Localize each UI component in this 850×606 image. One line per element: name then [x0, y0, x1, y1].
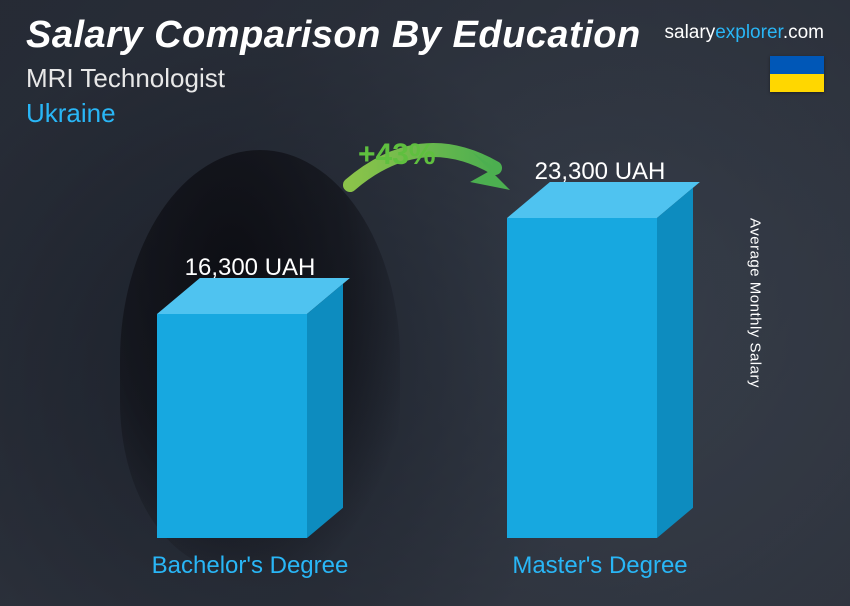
percentage-increase-badge: +43%	[358, 138, 436, 172]
bar-side-face	[657, 188, 693, 538]
brand-prefix: salary	[665, 22, 716, 43]
job-title: MRI Technologist	[26, 63, 824, 94]
chart-area: +43% 16,300 UAH Bachelor's Degree 23,300…	[0, 140, 850, 580]
bar-masters: 23,300 UAH Master's Degree	[500, 158, 700, 580]
country-name: Ukraine	[26, 98, 824, 129]
brand-logo: salaryexplorer.com	[665, 22, 824, 44]
flag-top-stripe	[770, 56, 824, 74]
ukraine-flag-icon	[770, 56, 824, 92]
bar-front-face	[157, 314, 307, 538]
bar3d	[507, 198, 693, 538]
bar-category-label: Master's Degree	[500, 552, 700, 580]
brand-suffix: .com	[783, 22, 824, 43]
bar-bachelors: 16,300 UAH Bachelor's Degree	[150, 254, 350, 580]
bar-side-face	[307, 284, 343, 538]
flag-bottom-stripe	[770, 74, 824, 92]
bar-front-face	[507, 218, 657, 538]
brand-mid: explorer	[715, 22, 783, 43]
bar3d	[157, 294, 343, 538]
bar-category-label: Bachelor's Degree	[150, 552, 350, 580]
